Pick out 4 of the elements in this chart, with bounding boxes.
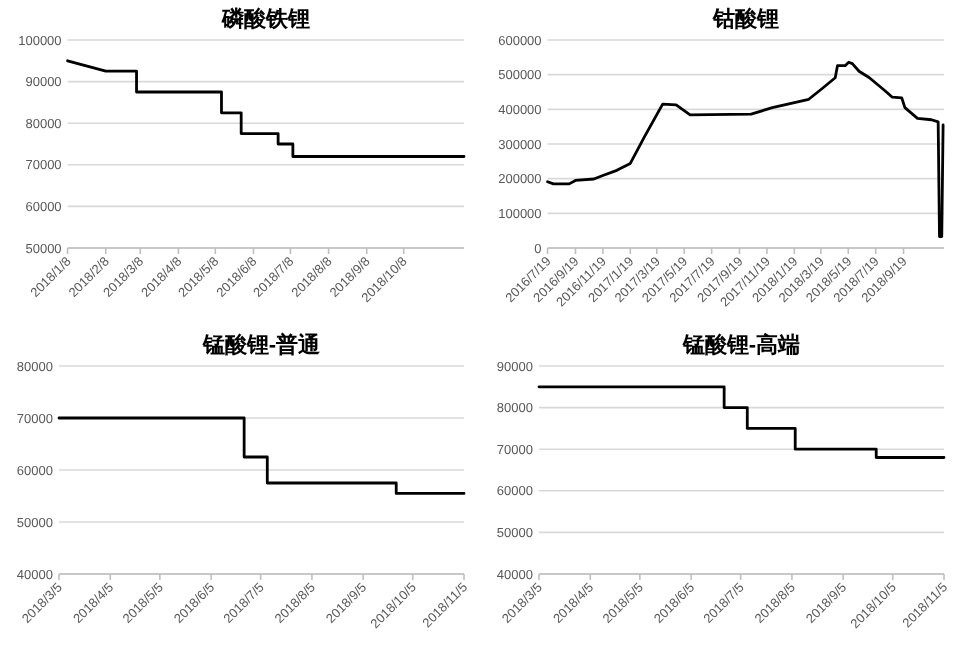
chart-title: 锰酸锂-高端 [680,332,801,358]
chart-title: 锰酸锂-普通 [200,332,323,358]
chart-title: 磷酸铁锂 [219,6,310,32]
chart-title: 钴酸锂 [710,6,779,32]
